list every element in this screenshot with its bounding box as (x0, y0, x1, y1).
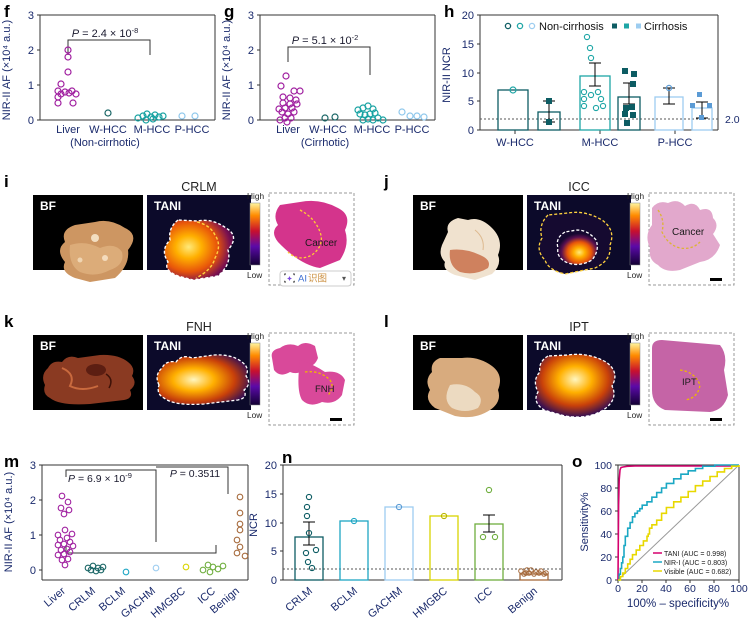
svg-text:HMGBC: HMGBC (149, 585, 188, 621)
svg-text:40: 40 (660, 583, 672, 595)
svg-text:FNH: FNH (315, 384, 335, 395)
svg-text:100: 100 (730, 583, 748, 595)
svg-text:P = 2.4 × 10-8: P = 2.4 × 10-8 (72, 26, 139, 40)
svg-text:BCLM: BCLM (329, 585, 360, 614)
svg-text:High: High (627, 331, 644, 341)
svg-text:NIR-II AF (×10⁴ a.u.): NIR-II AF (×10⁴ a.u.) (221, 20, 233, 120)
svg-text:(Non-cirrhotic): (Non-cirrhotic) (70, 137, 140, 149)
svg-text:0: 0 (271, 575, 277, 587)
svg-text:P-HCC: P-HCC (395, 124, 430, 136)
svg-text:TANI: TANI (534, 339, 561, 353)
svg-text:Non-cirrhosis: Non-cirrhosis (539, 21, 604, 33)
svg-text:P-HCC: P-HCC (658, 137, 693, 149)
svg-text:1: 1 (30, 530, 36, 542)
svg-text:Low: Low (247, 410, 263, 420)
svg-text:20: 20 (600, 552, 612, 564)
svg-text:Visible (AUC = 0.682): Visible (AUC = 0.682) (664, 569, 731, 576)
svg-text:0: 0 (248, 115, 254, 127)
svg-text:BF: BF (40, 339, 56, 353)
svg-text:Benign: Benign (506, 585, 540, 616)
svg-text:M-HCC: M-HCC (582, 137, 619, 149)
svg-text:BF: BF (420, 339, 436, 353)
svg-text:识图: 识图 (308, 274, 327, 285)
svg-text:High: High (627, 191, 644, 201)
svg-text:M-HCC: M-HCC (354, 124, 391, 136)
svg-text:0: 0 (468, 125, 474, 137)
svg-text:60: 60 (600, 506, 612, 518)
svg-text:Liver: Liver (276, 124, 300, 136)
svg-text:100: 100 (594, 460, 612, 472)
svg-text:60: 60 (684, 583, 696, 595)
svg-text:3: 3 (30, 460, 36, 472)
svg-text:2: 2 (248, 45, 254, 57)
svg-text:15: 15 (265, 489, 277, 501)
svg-text:CRLM: CRLM (283, 585, 315, 614)
svg-text:AI: AI (298, 274, 307, 285)
svg-text:10: 10 (265, 518, 277, 530)
svg-text:Cancer: Cancer (672, 227, 705, 238)
svg-text:0: 0 (28, 115, 34, 127)
svg-text:2.0: 2.0 (725, 114, 740, 126)
svg-text:5: 5 (271, 546, 277, 558)
svg-text:NCR: NCR (248, 513, 260, 537)
svg-text:Low: Low (627, 270, 643, 280)
svg-text:1: 1 (28, 80, 34, 92)
svg-text:TANI: TANI (534, 199, 561, 213)
svg-text:TANI: TANI (154, 339, 181, 353)
svg-text:ICC: ICC (473, 585, 495, 606)
svg-text:40: 40 (600, 529, 612, 541)
svg-text:▾: ▾ (342, 274, 346, 283)
svg-text:P = 0.3511: P = 0.3511 (170, 468, 220, 480)
svg-text:Low: Low (247, 270, 263, 280)
svg-text:Sensitivity%: Sensitivity% (579, 492, 591, 552)
svg-text:P-HCC: P-HCC (175, 124, 210, 136)
svg-text:W-HCC: W-HCC (309, 124, 347, 136)
svg-text:Cirrhosis: Cirrhosis (644, 21, 688, 33)
svg-text:W-HCC: W-HCC (89, 124, 127, 136)
svg-text:3: 3 (28, 10, 34, 22)
svg-text:20: 20 (636, 583, 648, 595)
svg-text:Liver: Liver (42, 585, 68, 610)
svg-text:20: 20 (462, 10, 474, 22)
svg-text:(Cirrhotic): (Cirrhotic) (301, 137, 349, 149)
svg-text:Liver: Liver (56, 124, 80, 136)
svg-text:1: 1 (248, 80, 254, 92)
svg-text:NIR-II AF (×10⁴ a.u.): NIR-II AF (×10⁴ a.u.) (3, 472, 15, 572)
svg-text:5: 5 (468, 96, 474, 108)
svg-text:CRLM: CRLM (66, 585, 98, 614)
svg-text:2: 2 (30, 495, 36, 507)
svg-text:15: 15 (462, 39, 474, 51)
svg-text:BF: BF (420, 199, 436, 213)
svg-text:P = 6.9 × 10-9: P = 6.9 × 10-9 (68, 471, 132, 485)
svg-text:BF: BF (40, 199, 56, 213)
svg-text:High: High (247, 191, 264, 201)
svg-text:0: 0 (615, 583, 621, 595)
svg-text:NIR-II AF (×10⁴ a.u.): NIR-II AF (×10⁴ a.u.) (1, 20, 13, 120)
svg-text:IPT: IPT (682, 377, 697, 388)
svg-text:TANI: TANI (154, 199, 181, 213)
svg-text:0: 0 (606, 575, 612, 587)
svg-text:80: 80 (600, 483, 612, 495)
svg-text:M-HCC: M-HCC (134, 124, 171, 136)
svg-text:3: 3 (248, 10, 254, 22)
svg-text:100% – specificity%: 100% – specificity% (627, 598, 729, 610)
svg-text:NIR-II NCR: NIR-II NCR (441, 47, 453, 103)
svg-text:20: 20 (265, 460, 277, 472)
svg-text:P = 5.1 × 10-2: P = 5.1 × 10-2 (292, 33, 359, 47)
svg-text:10: 10 (462, 68, 474, 80)
svg-text:Low: Low (627, 410, 643, 420)
svg-text:2: 2 (28, 45, 34, 57)
svg-text:TANI (AUC = 0.998): TANI (AUC = 0.998) (664, 551, 726, 558)
svg-text:High: High (247, 331, 264, 341)
svg-text:Cancer: Cancer (305, 238, 338, 249)
svg-text:0: 0 (30, 565, 36, 577)
svg-text:W-HCC: W-HCC (496, 137, 534, 149)
svg-text:80: 80 (708, 583, 720, 595)
svg-text:HMGBC: HMGBC (411, 585, 450, 621)
svg-text:NIR-I (AUC = 0.803): NIR-I (AUC = 0.803) (664, 560, 727, 567)
svg-text:GACHM: GACHM (366, 585, 405, 621)
